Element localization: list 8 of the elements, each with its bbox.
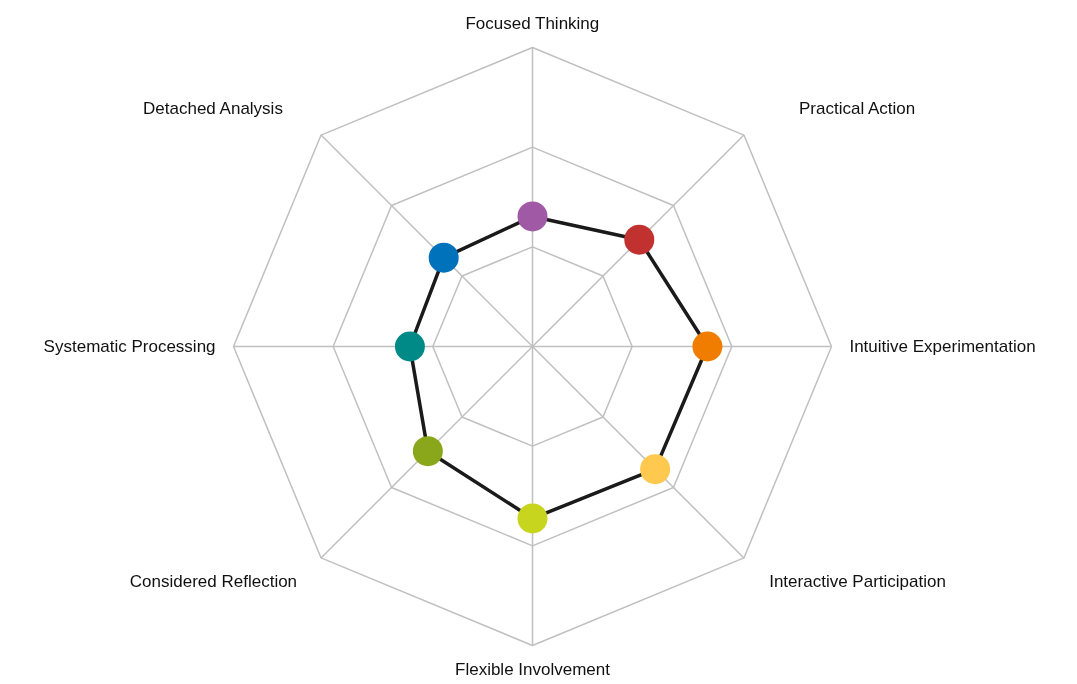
- spoke-label: Considered Reflection: [129, 572, 298, 592]
- spoke-label: Focused Thinking: [465, 13, 600, 33]
- spoke-label: Intuitive Experimentation: [849, 337, 1036, 356]
- spoke-label: Practical Action: [798, 98, 916, 118]
- spoke-label: Interactive Participation: [769, 572, 946, 592]
- spoke-label: Systematic Processing: [43, 337, 216, 356]
- spoke-label: Detached Analysis: [143, 98, 283, 118]
- spoke-label: Flexible Involvement: [455, 660, 611, 680]
